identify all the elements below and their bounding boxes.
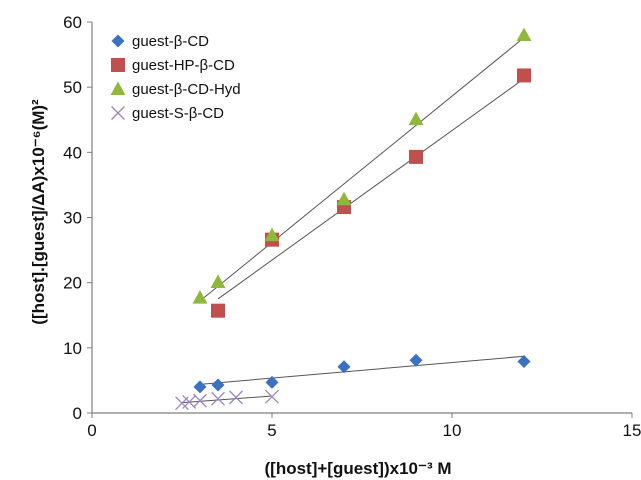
trendline <box>199 355 525 385</box>
data-point <box>192 290 208 304</box>
trendline <box>181 395 273 404</box>
x-tick-label: 10 <box>443 421 462 440</box>
trendline <box>217 78 525 300</box>
legend-label: guest-S-β-CD <box>132 105 224 122</box>
y-tick-label: 0 <box>73 404 82 423</box>
series-markers <box>193 353 531 394</box>
markers <box>175 27 532 411</box>
legend-label: guest-β-CD-Hyd <box>132 81 241 98</box>
legend-swatch <box>110 81 126 95</box>
data-point <box>265 389 279 404</box>
data-point <box>265 375 279 389</box>
y-tick-label: 40 <box>63 143 82 162</box>
data-point <box>210 274 226 289</box>
trendline <box>199 37 525 302</box>
legend-item: guest-β-CD <box>111 33 209 50</box>
data-point <box>337 360 351 374</box>
legend-label: guest-HP-β-CD <box>132 57 235 74</box>
data-point <box>211 378 225 392</box>
y-axis-title: ([host].[guest]/ΔA)x10⁻⁶(M)² <box>29 99 48 325</box>
trendlines <box>181 37 525 404</box>
data-point <box>336 191 352 206</box>
legend-item: guest-β-CD-Hyd <box>110 81 241 98</box>
data-point <box>193 380 207 394</box>
x-tick-label: 15 <box>623 421 641 440</box>
x-axis-title: ([host]+[guest])x10⁻³ M <box>265 459 452 478</box>
data-point <box>408 111 424 126</box>
y-tick-label: 60 <box>63 13 82 32</box>
data-point <box>516 27 532 42</box>
legend: guest-β-CD guest-HP-β-CD guest-β-CD-Hyd gue… <box>110 33 241 122</box>
x-tick-label: 5 <box>267 421 276 440</box>
data-point <box>264 227 280 242</box>
legend-item: guest-S-β-CD <box>111 105 224 122</box>
data-point <box>211 303 225 318</box>
series-markers <box>192 27 532 304</box>
data-point <box>193 393 207 408</box>
y-tick-label: 30 <box>63 209 82 228</box>
axes <box>87 21 633 418</box>
data-point <box>409 353 423 367</box>
data-point <box>409 149 423 164</box>
y-tick-labels: 0 10 20 30 40 50 60 <box>63 13 82 423</box>
legend-label: guest-β-CD <box>132 33 209 50</box>
x-tick-labels: 0 5 10 15 <box>87 421 641 440</box>
data-point <box>211 391 225 406</box>
legend-swatch <box>111 58 125 72</box>
legend-swatch <box>111 106 125 120</box>
legend-item: guest-HP-β-CD <box>111 57 235 74</box>
y-tick-label: 50 <box>63 78 82 97</box>
x-tick-label: 0 <box>87 421 96 440</box>
y-tick-label: 10 <box>63 339 82 358</box>
series-markers <box>211 68 531 318</box>
series-markers <box>175 389 279 411</box>
data-point <box>517 68 531 83</box>
data-point <box>517 355 531 369</box>
legend-swatch <box>111 34 125 48</box>
y-tick-label: 20 <box>63 274 82 293</box>
data-point <box>229 390 243 405</box>
